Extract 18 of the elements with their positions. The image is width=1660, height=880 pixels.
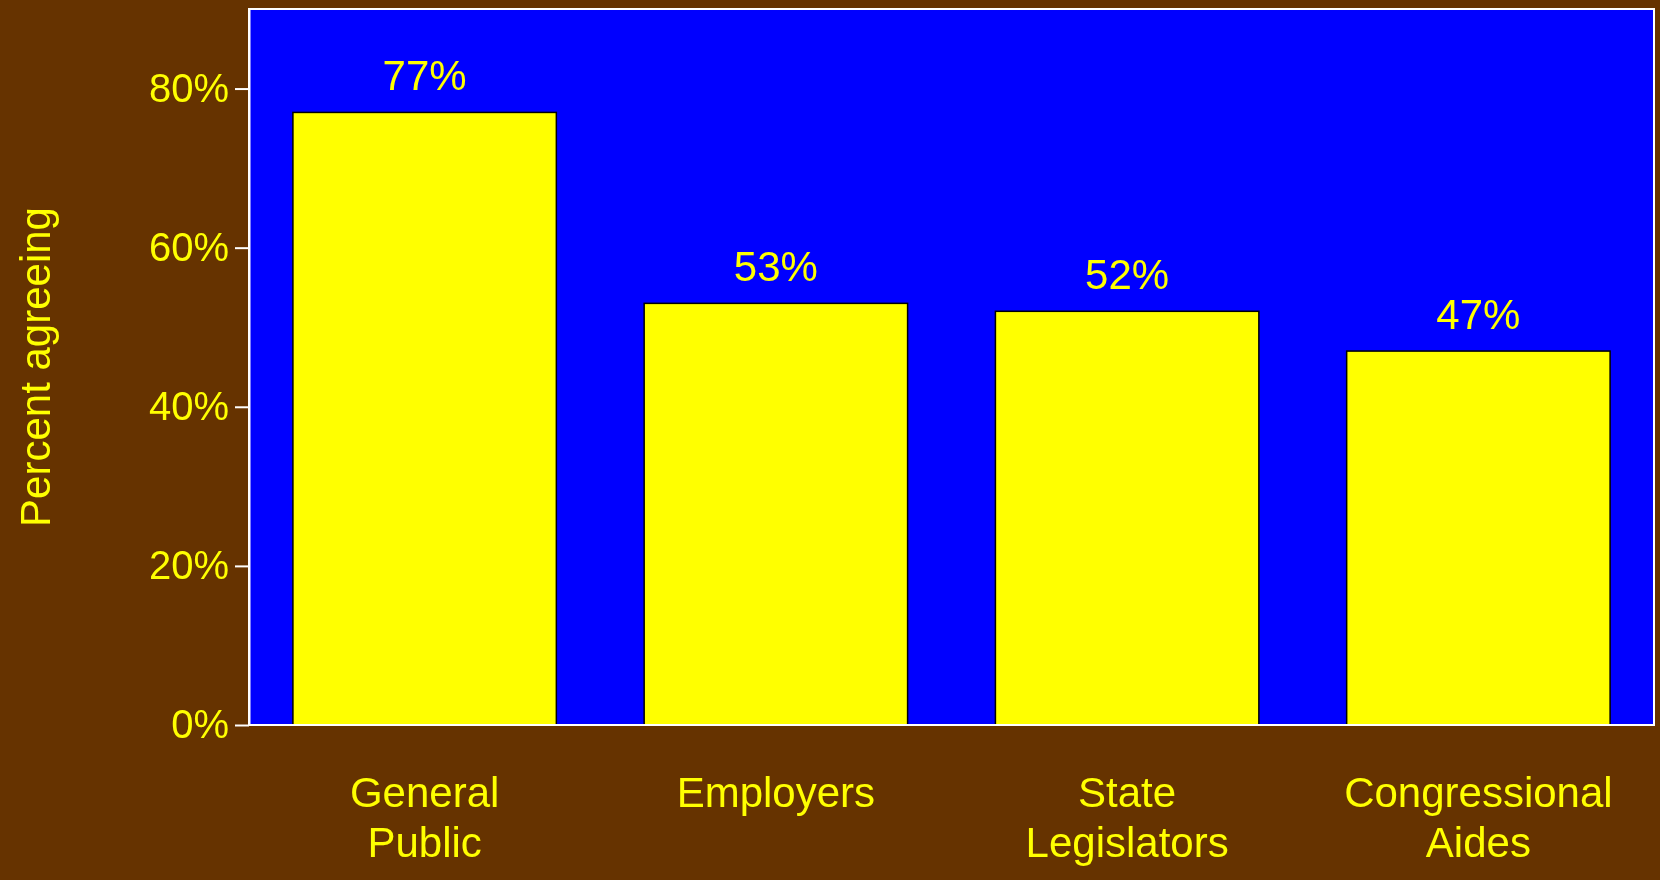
y-axis-title: Percent agreeing [12, 207, 59, 527]
bar [292, 111, 558, 726]
x-tick-label: Employers [676, 769, 876, 816]
bar [1345, 350, 1611, 726]
y-tick-label: 20% [148, 543, 229, 588]
data-label: 77% [382, 52, 467, 100]
y-tick-label: 60% [148, 224, 229, 269]
data-label: 53% [733, 243, 818, 291]
y-tick-label: 80% [148, 65, 229, 110]
x-tick-label: Congressional Aides [1344, 769, 1613, 866]
data-label: 52% [1085, 251, 1170, 299]
x-tick-label: General Public [349, 769, 500, 866]
x-tick-label: State Legislators [1025, 769, 1229, 866]
bar [994, 310, 1260, 726]
y-tick-label: 0% [171, 702, 229, 747]
y-tick-label: 40% [148, 384, 229, 429]
bar [643, 302, 909, 726]
data-label: 47% [1436, 291, 1521, 339]
